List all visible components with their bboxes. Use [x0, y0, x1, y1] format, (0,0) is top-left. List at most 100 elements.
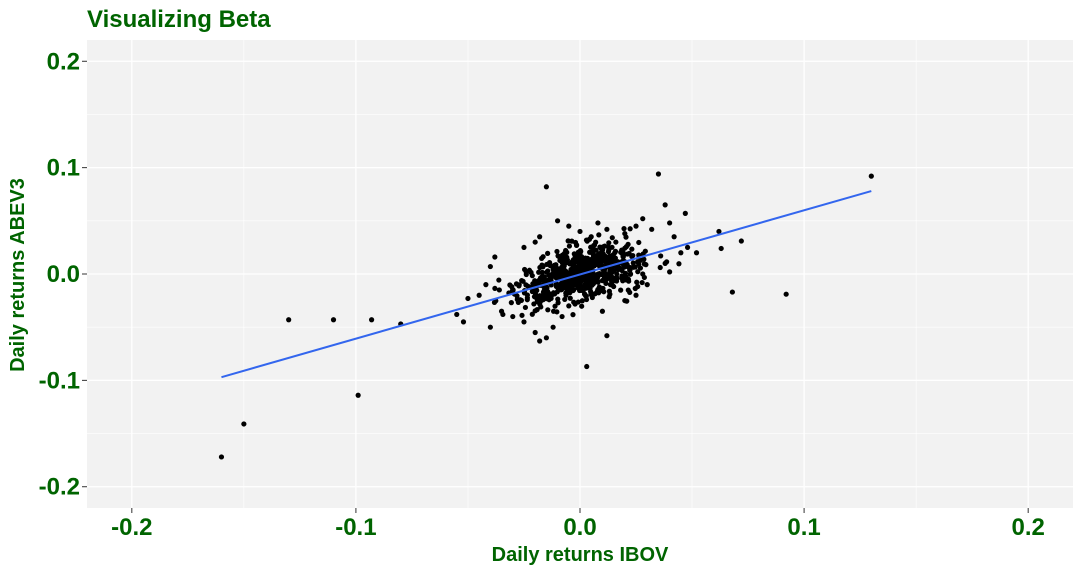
data-point [693, 250, 700, 256]
data-point [544, 296, 550, 302]
data-point [544, 288, 551, 294]
data-point [622, 273, 628, 279]
data-point [577, 281, 583, 287]
data-point [635, 269, 641, 275]
data-point [554, 248, 560, 255]
data-point [635, 283, 641, 290]
data-point [583, 296, 590, 303]
data-point [606, 272, 613, 279]
data-point [539, 269, 546, 276]
data-point [586, 262, 593, 268]
data-point [625, 287, 631, 293]
data-point [524, 297, 530, 303]
y-tick-label: 0.1 [47, 155, 80, 182]
data-point [286, 317, 292, 323]
data-point [559, 313, 565, 320]
data-point [783, 291, 789, 297]
x-tick-labels: -0.2 -0.1 0.0 0.1 0.2 [111, 514, 1045, 541]
data-point [643, 262, 649, 268]
data-point [575, 256, 581, 262]
data-point [521, 319, 527, 325]
data-point [604, 226, 610, 232]
data-point [566, 223, 572, 229]
data-point [628, 264, 634, 271]
data-point [649, 226, 655, 232]
data-point [636, 239, 642, 246]
x-tick-label: 0.1 [787, 514, 820, 541]
data-point [584, 363, 590, 370]
data-point [609, 235, 615, 241]
data-point [540, 289, 547, 295]
data-point [627, 226, 633, 232]
data-point [368, 317, 375, 323]
data-point [603, 280, 609, 287]
data-point [476, 292, 482, 298]
data-point [598, 246, 604, 252]
data-point [545, 307, 551, 313]
data-point [580, 287, 586, 294]
y-axis-title: Daily returns ABEV3 [7, 178, 29, 372]
data-point [487, 263, 493, 270]
chart-title: Visualizing Beta [87, 6, 271, 33]
x-tick-label: -0.1 [335, 514, 376, 541]
data-point [514, 296, 520, 302]
data-point [604, 333, 610, 339]
data-point [621, 226, 627, 232]
data-point [607, 254, 614, 261]
data-point [550, 308, 557, 314]
data-point [496, 287, 502, 293]
x-tick-label: -0.2 [111, 514, 152, 541]
data-point [545, 277, 551, 283]
data-point [492, 285, 498, 292]
data-point [465, 295, 471, 302]
data-point [570, 287, 576, 293]
data-point [676, 261, 682, 267]
data-point [738, 238, 744, 244]
data-point [599, 271, 605, 278]
data-point [582, 292, 589, 299]
data-point [507, 282, 513, 288]
data-point [539, 255, 545, 261]
data-point [218, 454, 225, 460]
data-point [555, 300, 561, 306]
data-point [678, 250, 684, 256]
data-point [528, 269, 534, 276]
data-point [623, 277, 629, 283]
data-point [609, 282, 615, 288]
data-point [552, 303, 558, 309]
data-point [540, 264, 546, 270]
data-point [523, 271, 529, 278]
data-point [510, 313, 516, 320]
data-point [623, 234, 629, 240]
data-point [629, 253, 635, 260]
data-point [522, 304, 529, 311]
data-point [633, 292, 639, 298]
data-point [601, 253, 607, 259]
data-point [716, 228, 722, 235]
x-axis-title: Daily returns IBOV [492, 544, 669, 566]
data-point [580, 262, 586, 268]
data-point [623, 244, 630, 250]
data-point [630, 260, 636, 266]
data-point [644, 282, 650, 288]
data-point [574, 242, 580, 248]
data-point [553, 262, 559, 268]
data-point [606, 240, 612, 246]
data-point [563, 272, 569, 279]
data-point [613, 239, 619, 245]
data-point [532, 239, 538, 245]
data-point [460, 319, 467, 325]
data-point [667, 220, 673, 226]
data-point [537, 293, 543, 299]
data-point [513, 281, 520, 287]
data-point [684, 244, 691, 251]
data-point [523, 282, 529, 288]
data-point [532, 329, 538, 336]
data-point [601, 257, 607, 264]
data-point [624, 251, 631, 257]
data-point [563, 260, 570, 266]
data-point [634, 279, 640, 285]
regression-line [221, 190, 872, 379]
data-point [564, 249, 570, 255]
data-point [555, 285, 561, 291]
